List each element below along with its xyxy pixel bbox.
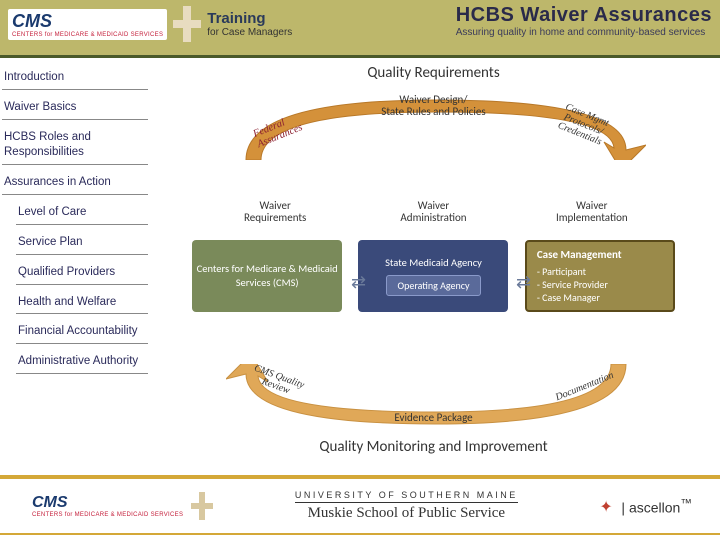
- double-arrow-icon: ⇄: [516, 272, 531, 293]
- boxes-row: Centers for Medicare & Medicaid Services…: [156, 240, 711, 312]
- university-name: UNIVERSITY OF SOUTHERN MAINE: [295, 490, 518, 503]
- sidebar-item-4[interactable]: Level of Care: [16, 201, 148, 225]
- cross-icon: [191, 492, 213, 520]
- sidebar-item-2[interactable]: HCBS Roles and Responsibilities: [2, 126, 148, 165]
- cross-icon: [173, 6, 201, 42]
- footer-university: UNIVERSITY OF SOUTHERN MAINE Muskie Scho…: [295, 490, 518, 522]
- sidebar-item-8[interactable]: Financial Accountability: [16, 320, 148, 344]
- footer-cms-sub: CENTERS for MEDICARE & MEDICAID SERVICES: [32, 512, 183, 518]
- main-area: Introduction Waiver Basics HCBS Roles and …: [0, 58, 720, 470]
- footer-cms-text: CMS: [32, 494, 183, 512]
- partner-name: | ascellon™: [621, 497, 692, 516]
- sidebar-item-0[interactable]: Introduction: [2, 66, 148, 90]
- hcbs-title: HCBS Waiver Assurances: [456, 4, 712, 27]
- mid-label-admin: WaiverAdministration: [368, 200, 498, 224]
- mid-label-req: WaiverRequirements: [210, 200, 340, 224]
- double-arrow-icon: ⇄: [351, 272, 366, 293]
- footer-partner: | ascellon™: [599, 497, 692, 516]
- footer-cms-logo: CMS CENTERS for MEDICARE & MEDICAID SERV…: [28, 492, 213, 520]
- header-left-block: CMS CENTERS for MEDICARE & MEDICAID SERV…: [8, 6, 292, 42]
- school-name: Muskie School of Public Service: [295, 505, 518, 522]
- sidebar-nav: Introduction Waiver Basics HCBS Roles and …: [0, 58, 152, 470]
- sidebar-item-1[interactable]: Waiver Basics: [2, 96, 148, 120]
- diagram-top-title: Quality Requirements: [367, 64, 499, 82]
- ascellon-icon: [599, 497, 617, 515]
- mgmt-item-provider: Service Provider: [537, 278, 608, 291]
- footer-bar: CMS CENTERS for MEDICARE & MEDICAID SERV…: [0, 475, 720, 535]
- training-subtitle: for Case Managers: [207, 27, 292, 38]
- sidebar-item-7[interactable]: Health and Welfare: [16, 291, 148, 315]
- diagram-bottom-title: Quality Monitoring and Improvement: [319, 438, 547, 456]
- cms-logo: CMS CENTERS for MEDICARE & MEDICAID SERV…: [8, 9, 167, 40]
- box-case-management: Case Management Participant Service Prov…: [525, 240, 675, 312]
- sidebar-item-5[interactable]: Service Plan: [16, 231, 148, 255]
- box-cms: Centers for Medicare & Medicaid Services…: [192, 240, 342, 312]
- operating-agency-box: Operating Agency: [386, 275, 480, 296]
- header-bar: CMS CENTERS for MEDICARE & MEDICAID SERV…: [0, 0, 720, 58]
- mid-label-impl: WaiverImplementation: [527, 200, 657, 224]
- bottom-arrow-center-label: Evidence Package: [394, 411, 472, 424]
- cms-logo-text: CMS: [12, 11, 163, 32]
- mgmt-item-participant: Participant: [537, 265, 608, 278]
- mgmt-title: Case Management: [537, 248, 622, 262]
- sidebar-item-6[interactable]: Qualified Providers: [16, 261, 148, 285]
- content-area: Quality Requirements Waiver Design/State…: [152, 58, 720, 470]
- mgmt-list: Participant Service Provider Case Manage…: [537, 265, 608, 304]
- medicaid-title: State Medicaid Agency: [385, 256, 482, 270]
- hcbs-subtitle: Assuring quality in home and community-b…: [456, 27, 712, 38]
- box-medicaid: State Medicaid Agency Operating Agency: [358, 240, 508, 312]
- top-arrow-center-label: Waiver Design/State Rules and Policies: [381, 94, 485, 118]
- quality-diagram: Quality Requirements Waiver Design/State…: [156, 62, 711, 462]
- cms-logo-sub: CENTERS for MEDICARE & MEDICAID SERVICES: [12, 32, 163, 38]
- sidebar-item-9[interactable]: Administrative Authority: [16, 350, 148, 374]
- training-title: Training: [207, 10, 292, 27]
- mid-labels-row: WaiverRequirements WaiverAdministration …: [156, 200, 711, 224]
- training-block: Training for Case Managers: [207, 10, 292, 38]
- mgmt-item-manager: Case Manager: [537, 291, 608, 304]
- header-right-block: HCBS Waiver Assurances Assuring quality …: [456, 4, 712, 38]
- sidebar-item-3[interactable]: Assurances in Action: [2, 171, 148, 195]
